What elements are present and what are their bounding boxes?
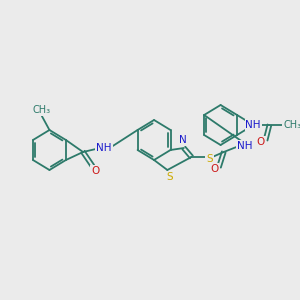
Text: CH₃: CH₃ xyxy=(33,105,51,115)
Text: N: N xyxy=(179,135,187,145)
Text: S: S xyxy=(166,172,172,182)
Text: O: O xyxy=(210,164,218,174)
Text: NH: NH xyxy=(237,141,252,151)
Text: O: O xyxy=(91,166,100,176)
Text: CH₃: CH₃ xyxy=(283,120,300,130)
Text: S: S xyxy=(206,154,213,164)
Text: O: O xyxy=(257,137,265,147)
Text: NH: NH xyxy=(245,120,261,130)
Text: NH: NH xyxy=(96,143,112,153)
